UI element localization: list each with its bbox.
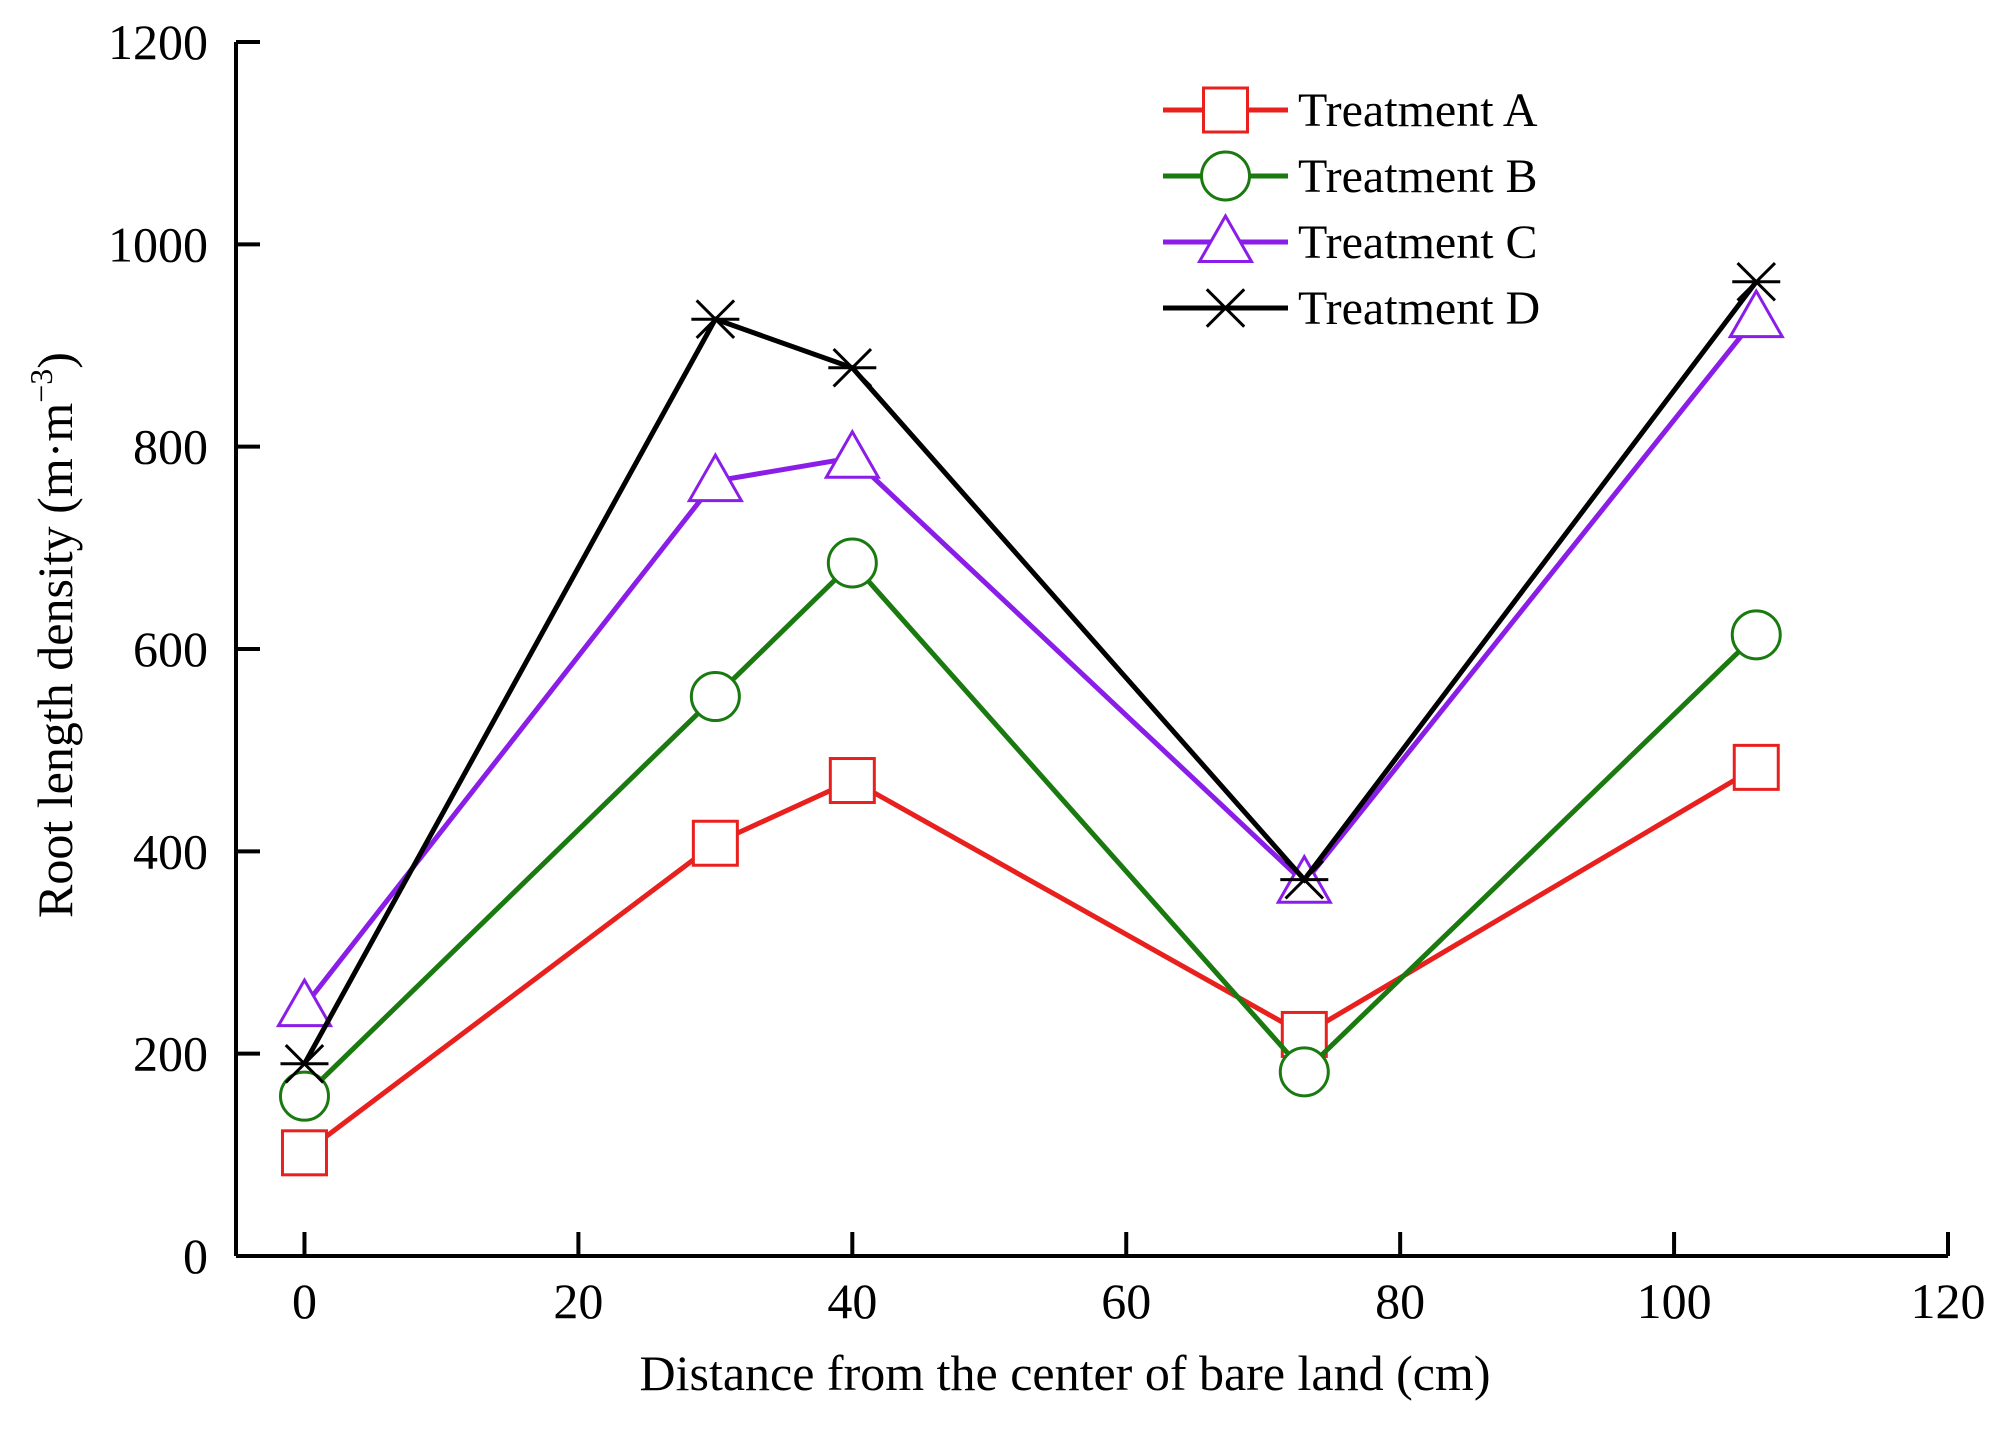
data-point-treatment-d	[280, 1044, 329, 1084]
y-tick-label: 600	[133, 621, 208, 677]
legend-label: Treatment D	[1298, 282, 1540, 335]
x-axis-title: Distance from the center of bare land (c…	[640, 1345, 1491, 1401]
data-point-treatment-d	[691, 299, 740, 339]
series-line-treatment-b	[302, 559, 1758, 1098]
legend-item-treatment-c: Treatment C	[1163, 212, 1538, 269]
data-point-treatment-a	[280, 1129, 328, 1177]
data-point-treatment-b	[826, 537, 878, 589]
x-tick-label: 100	[1637, 1273, 1712, 1329]
data-point-treatment-c	[686, 452, 744, 503]
data-point-treatment-b	[1730, 609, 1782, 661]
x-tick-label: 80	[1375, 1273, 1425, 1329]
y-tick-label: 1000	[108, 216, 208, 272]
series-line-treatment-d	[302, 280, 1759, 1065]
plot-area	[275, 261, 1785, 1177]
x-tick-label: 0	[292, 1273, 317, 1329]
legend-marker	[1196, 212, 1255, 263]
y-tick-label: 1200	[108, 14, 208, 70]
y-tick-label: 200	[133, 1026, 208, 1082]
series-treatment-d	[280, 261, 1781, 1084]
legend: Treatment A Treatment B Treatment C Treatme…	[1163, 84, 1540, 335]
legend-marker	[1202, 86, 1249, 134]
data-point-treatment-c	[1727, 288, 1785, 339]
series-line-treatment-c	[302, 315, 1759, 1008]
asterisk-stroke	[695, 299, 736, 339]
data-point-treatment-a	[691, 819, 739, 867]
x-tick-label: 40	[827, 1273, 877, 1329]
data-point-treatment-a	[1732, 743, 1780, 791]
asterisk-stroke	[1284, 859, 1325, 900]
legend-item-treatment-a: Treatment A	[1163, 84, 1538, 137]
y-axis-title: Root length density (m·m−3)	[23, 352, 83, 918]
data-point-treatment-c	[823, 428, 881, 479]
legend-marker	[1201, 288, 1250, 328]
data-point-treatment-b	[1278, 1046, 1330, 1098]
asterisk-stroke	[284, 1044, 325, 1084]
series-treatment-a	[280, 743, 1780, 1177]
asterisk-stroke	[1736, 261, 1777, 302]
asterisk-stroke	[1205, 288, 1246, 328]
legend-label: Treatment B	[1298, 150, 1538, 203]
y-tick-label: 800	[133, 419, 208, 475]
legend-item-treatment-b: Treatment B	[1163, 150, 1538, 203]
data-point-treatment-a	[828, 757, 876, 805]
x-tick-label: 120	[1911, 1273, 1986, 1329]
data-point-treatment-b	[689, 671, 741, 723]
axes: 0 200 400 600 800 1000 1200 0 20 40 60 80 100 120	[108, 14, 1986, 1329]
x-tick-label: 60	[1101, 1273, 1151, 1329]
data-point-treatment-d	[1732, 261, 1781, 302]
data-point-treatment-d	[828, 347, 877, 388]
data-point-treatment-b	[278, 1070, 330, 1122]
y-tick-label: 400	[133, 823, 208, 879]
series-treatment-b	[278, 537, 1782, 1122]
legend-marker	[1200, 150, 1251, 202]
data-point-treatment-d	[1280, 859, 1329, 900]
legend-label: Treatment C	[1298, 216, 1538, 269]
x-tick-label: 20	[553, 1273, 603, 1329]
data-point-treatment-c	[275, 977, 334, 1028]
series-line-treatment-a	[302, 765, 1758, 1155]
series-treatment-c	[275, 288, 1785, 1028]
legend-item-treatment-d: Treatment D	[1163, 282, 1540, 335]
y-tick-label: 0	[183, 1228, 208, 1284]
asterisk-stroke	[832, 347, 873, 388]
legend-label: Treatment A	[1298, 84, 1538, 137]
